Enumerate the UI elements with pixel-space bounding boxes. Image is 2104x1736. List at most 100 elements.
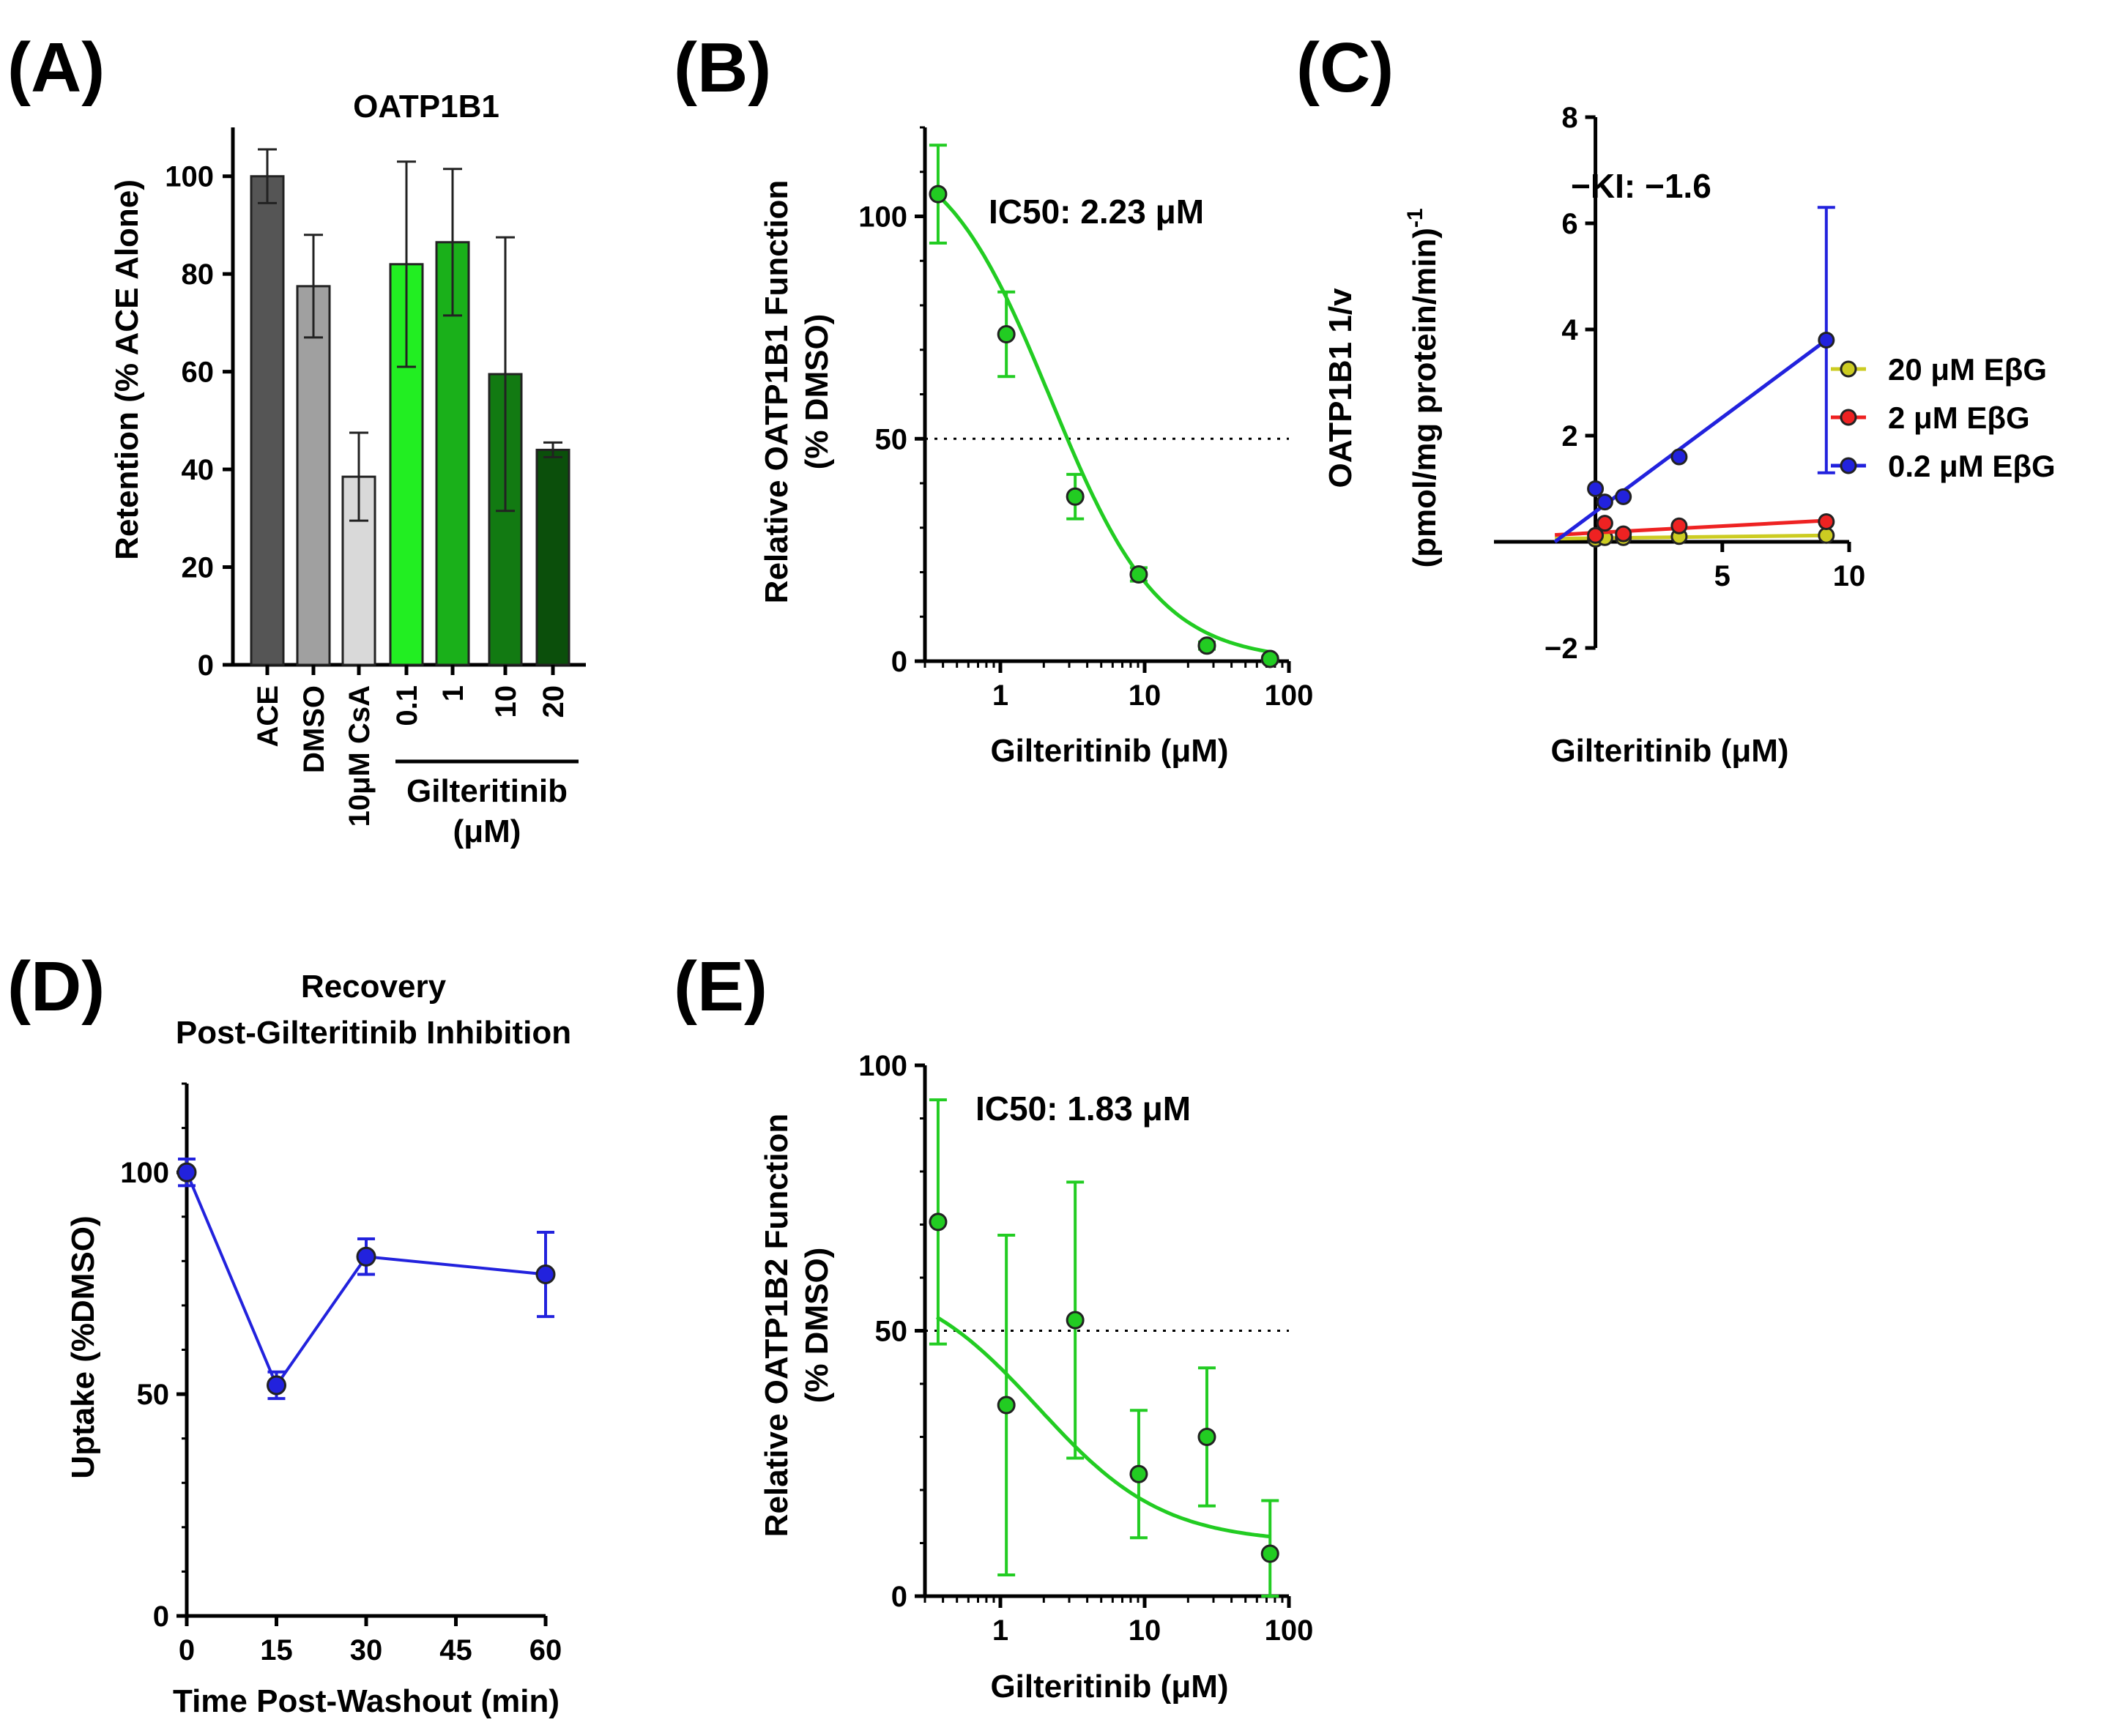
panel-a-bar-chart: OATP1B1 Retention (% ACE Alone) 0 20 40 60 8… bbox=[109, 89, 586, 849]
panel-a-y-tick-label: 100 bbox=[165, 161, 214, 193]
panel-c-lineweaver-burk: OATP1B1 1/v (pmol/mg protein/min)-1 Gilt… bbox=[1323, 102, 2056, 769]
panel-d-recovery: Recovery Post-Gilteritinib Inhibition Up… bbox=[65, 969, 571, 1719]
panel-c-data-point bbox=[1615, 525, 1632, 543]
panel-letter-a: (A) bbox=[7, 29, 105, 107]
panel-b-data-point bbox=[1066, 487, 1085, 506]
panel-a-x-tick-label: ACE bbox=[252, 685, 284, 747]
panel-a-x-tick-label: 1 bbox=[437, 685, 469, 701]
panel-e-x-axis-title: Gilteritinib (μM) bbox=[990, 1669, 1228, 1705]
panel-b-data-point bbox=[1260, 649, 1279, 668]
panel-c-x-axis-title: Gilteritinib (μM) bbox=[1550, 733, 1788, 769]
panel-c-legend-marker bbox=[1840, 457, 1857, 474]
panel-b-x-tick-label: 10 bbox=[1129, 679, 1161, 712]
panel-c-data-point bbox=[1818, 332, 1835, 349]
panel-c-x-tick-label: 10 bbox=[1833, 560, 1866, 592]
panel-a-group-label: Gilteritinib bbox=[406, 773, 568, 809]
panel-b-x-axis-title: Gilteritinib (μM) bbox=[990, 733, 1228, 769]
panel-letter-d: (D) bbox=[7, 947, 105, 1026]
panel-letter-e: (E) bbox=[674, 947, 767, 1026]
panel-c-y-axis-unit: (pmol/mg protein/min) bbox=[1407, 228, 1443, 567]
panel-b-plot-area: 0 50 100 1 10 100 bbox=[858, 126, 1313, 712]
panel-e-y-axis-title-line1: Relative OATP1B2 Function bbox=[759, 1114, 795, 1538]
panel-b-y-tick-label: 100 bbox=[858, 201, 907, 234]
panel-a-x-tick-label: 10 bbox=[490, 685, 522, 718]
panel-b-y-axis-title-line1: Relative OATP1B1 Function bbox=[759, 180, 795, 604]
panel-c-data-point bbox=[1596, 493, 1613, 511]
panel-c-y-axis-title-line1: OATP1B1 1/v bbox=[1323, 288, 1358, 488]
panel-a-bars bbox=[250, 148, 570, 666]
panel-c-legend-marker bbox=[1840, 360, 1857, 378]
panel-c-data-point bbox=[1615, 488, 1632, 505]
panel-c-plot-area: −2 2 4 6 8 5 10 bbox=[1494, 102, 1865, 665]
panel-d-x-tick-label: 45 bbox=[439, 1634, 472, 1666]
panel-b-y-axis-title-line2: (% DMSO) bbox=[799, 314, 835, 470]
panel-letter-c: (C) bbox=[1296, 29, 1394, 107]
panel-b-x-tick-label: 1 bbox=[992, 679, 1008, 712]
panel-a-y-tick-label: 20 bbox=[182, 552, 215, 584]
panel-e-data-point bbox=[1260, 1544, 1279, 1563]
panel-b-ic50-annotation: IC50: 2.23 μM bbox=[989, 193, 1204, 231]
panel-b-y-tick-label: 0 bbox=[891, 646, 907, 678]
panel-c-data-point bbox=[1670, 448, 1688, 466]
panel-a-x-tick-label: 10μM CsA bbox=[343, 685, 376, 827]
panel-b-fit-curve bbox=[935, 193, 1272, 655]
panel-e-plot-area: 0 50 100 1 10 100 bbox=[858, 1050, 1313, 1647]
panel-d-x-axis-title: Time Post-Washout (min) bbox=[173, 1683, 560, 1719]
panel-a-bar bbox=[250, 175, 285, 666]
panel-e-y-tick-label: 50 bbox=[875, 1316, 908, 1348]
panel-e-x-tick-label: 10 bbox=[1129, 1614, 1161, 1647]
panel-b-data-point bbox=[929, 185, 948, 204]
panel-a-y-axis-title: Retention (% ACE Alone) bbox=[109, 179, 145, 560]
panel-c-legend-label: 20 μM EβG bbox=[1888, 352, 2047, 387]
panel-e-x-tick-label: 100 bbox=[1265, 1614, 1314, 1647]
panel-letter-b: (B) bbox=[674, 29, 771, 107]
panel-c-y-tick-label: 8 bbox=[1561, 102, 1577, 134]
panel-e-fit-curve bbox=[935, 1315, 1272, 1539]
panel-a-bar bbox=[296, 285, 331, 666]
panel-a-y-tick-label: 0 bbox=[198, 649, 214, 682]
panel-c-y-tick-label: 2 bbox=[1561, 420, 1577, 452]
panel-c-data-point bbox=[1670, 517, 1688, 534]
panel-d-data-point bbox=[356, 1246, 376, 1267]
panel-e-y-tick-label: 100 bbox=[858, 1050, 907, 1082]
panel-e-y-tick-label: 0 bbox=[891, 1581, 907, 1613]
panel-b-data-point bbox=[1197, 636, 1216, 655]
panel-c-legend-label: 0.2 μM EβG bbox=[1888, 449, 2056, 483]
panel-b-data-point bbox=[997, 324, 1016, 343]
panel-c-data-point bbox=[1818, 526, 1835, 544]
panel-c-y-axis-title-line2: (pmol/mg protein/min)-1 bbox=[1403, 208, 1443, 567]
panel-c-y-axis-superscript: -1 bbox=[1403, 208, 1427, 228]
panel-c-ki-annotation: −KI: −1.6 bbox=[1571, 167, 1711, 205]
panel-c-data-point bbox=[1587, 526, 1605, 544]
panel-d-x-tick-label: 0 bbox=[179, 1634, 195, 1666]
panel-a-x-tick-label: DMSO bbox=[298, 685, 330, 773]
panel-d-title-line2: Post-Gilteritinib Inhibition bbox=[176, 1015, 571, 1051]
panel-a-x-tick-labels: ACE DMSO 10μM CsA 0.1 1 10 20 bbox=[252, 665, 570, 827]
panel-c-x-tick-label: 5 bbox=[1714, 560, 1731, 592]
panel-e-data-point bbox=[1066, 1311, 1085, 1330]
panel-a-x-tick-label: 0.1 bbox=[391, 685, 423, 726]
panel-d-data-point bbox=[176, 1162, 197, 1182]
panel-e-data-point bbox=[1197, 1428, 1216, 1446]
panel-c-y-tick-label: 6 bbox=[1561, 208, 1577, 240]
panel-d-y-tick-label: 0 bbox=[153, 1601, 169, 1633]
panel-c-data-point bbox=[1596, 515, 1613, 532]
panel-d-y-tick-label: 100 bbox=[120, 1157, 169, 1189]
panel-c-legend-label: 2 μM EβG bbox=[1888, 401, 2030, 435]
panel-d-series-line bbox=[185, 1171, 546, 1389]
panel-d-data-point bbox=[267, 1375, 286, 1396]
panel-a-y-tick-label: 80 bbox=[182, 258, 215, 291]
panel-a-bar bbox=[535, 448, 570, 666]
panel-a-group-unit: (μM) bbox=[453, 813, 521, 849]
panel-e-data-point bbox=[1129, 1464, 1148, 1483]
panel-d-plot-area: 0 50 100 0 15 30 45 60 bbox=[120, 1082, 562, 1666]
panel-a-y-tick-label: 60 bbox=[182, 357, 215, 389]
panel-a-x-tick-label: 20 bbox=[538, 685, 570, 718]
panel-a-title: OATP1B1 bbox=[353, 89, 499, 124]
panel-c-data-point bbox=[1587, 480, 1605, 497]
panel-c-legend: 20 μM EβG 2 μM EβG 0.2 μM EβG bbox=[1831, 352, 2056, 483]
panel-e-data-point bbox=[929, 1212, 948, 1232]
panel-e-y-axis-title-line2: (% DMSO) bbox=[799, 1248, 835, 1404]
panel-e-ic50-annotation: IC50: 1.83 μM bbox=[975, 1089, 1191, 1128]
